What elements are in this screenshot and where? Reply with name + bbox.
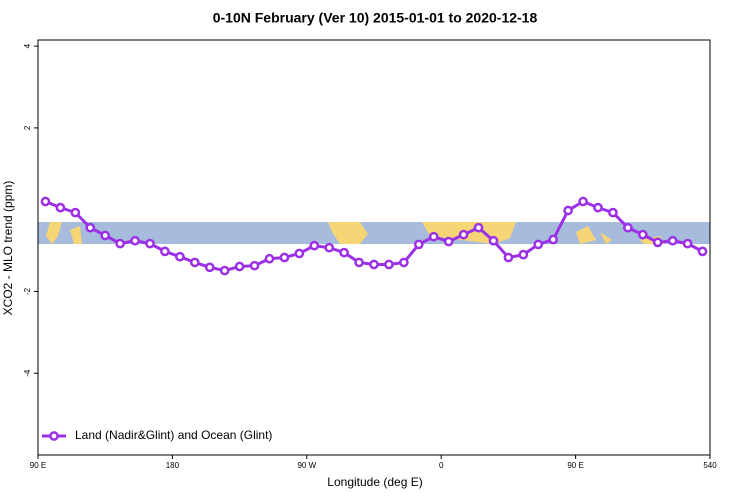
y-tick-label: 2: [23, 125, 32, 130]
data-point: [204, 262, 215, 273]
data-point: [100, 230, 111, 241]
data-point: [548, 234, 559, 245]
y-tick-label: 4: [23, 43, 32, 48]
data-point: [354, 257, 364, 268]
data-point: [219, 265, 230, 276]
data-point: [324, 242, 335, 253]
data-point: [473, 222, 484, 233]
data-point: [697, 246, 708, 257]
x-tick-label: 90 E: [30, 461, 46, 470]
x-tick-label: 540: [703, 461, 717, 470]
data-point: [279, 252, 290, 263]
x-tick-label: 0: [439, 461, 444, 470]
legend-marker: [49, 431, 59, 441]
data-point: [145, 238, 155, 249]
x-tick-label: 180: [166, 461, 180, 470]
data-point: [667, 235, 678, 246]
data-point: [458, 229, 469, 240]
data-point: [160, 246, 170, 257]
data-point: [533, 239, 544, 250]
x-tick-label: 90 W: [297, 461, 316, 470]
data-point: [518, 249, 529, 260]
x-axis-label: Longitude (deg E): [327, 475, 422, 489]
data-point: [637, 229, 648, 240]
data-point: [428, 231, 439, 242]
data-point: [488, 235, 499, 246]
data-point: [339, 247, 349, 258]
data-point: [294, 248, 305, 259]
data-point: [413, 239, 424, 250]
data-point: [40, 196, 51, 207]
y-tick-label: -2: [23, 287, 32, 295]
data-point: [399, 257, 409, 268]
plot-frame: [37, 39, 711, 456]
data-point: [115, 238, 125, 249]
legend-label: Land (Nadir&Glint) and Ocean (Glint): [75, 428, 272, 442]
data-point: [608, 207, 618, 218]
x-tick-label: 90 E: [567, 461, 583, 470]
data-point: [593, 202, 603, 213]
data-point: [578, 196, 588, 207]
data-point: [249, 260, 260, 271]
y-axis-label: XCO2 - MLO trend (ppm): [1, 181, 15, 316]
data-point: [234, 261, 245, 272]
data-point: [55, 202, 66, 213]
map-band: [38, 222, 710, 244]
data-point: [682, 238, 693, 249]
data-point: [443, 236, 454, 247]
data-point: [369, 259, 379, 270]
data-point: [623, 222, 633, 233]
data-point: [563, 205, 573, 216]
data-point: [264, 253, 275, 264]
data-point: [70, 207, 81, 218]
data-point: [85, 222, 96, 233]
y-tick-label: -4: [23, 369, 32, 377]
data-point: [652, 237, 663, 248]
data-point: [130, 235, 140, 246]
data-point: [175, 251, 185, 262]
data-point: [503, 252, 514, 263]
data-point: [189, 257, 200, 268]
chart-title: 0-10N February (Ver 10) 2015-01-01 to 20…: [213, 10, 538, 26]
data-point: [309, 240, 320, 251]
data-point: [384, 259, 394, 270]
